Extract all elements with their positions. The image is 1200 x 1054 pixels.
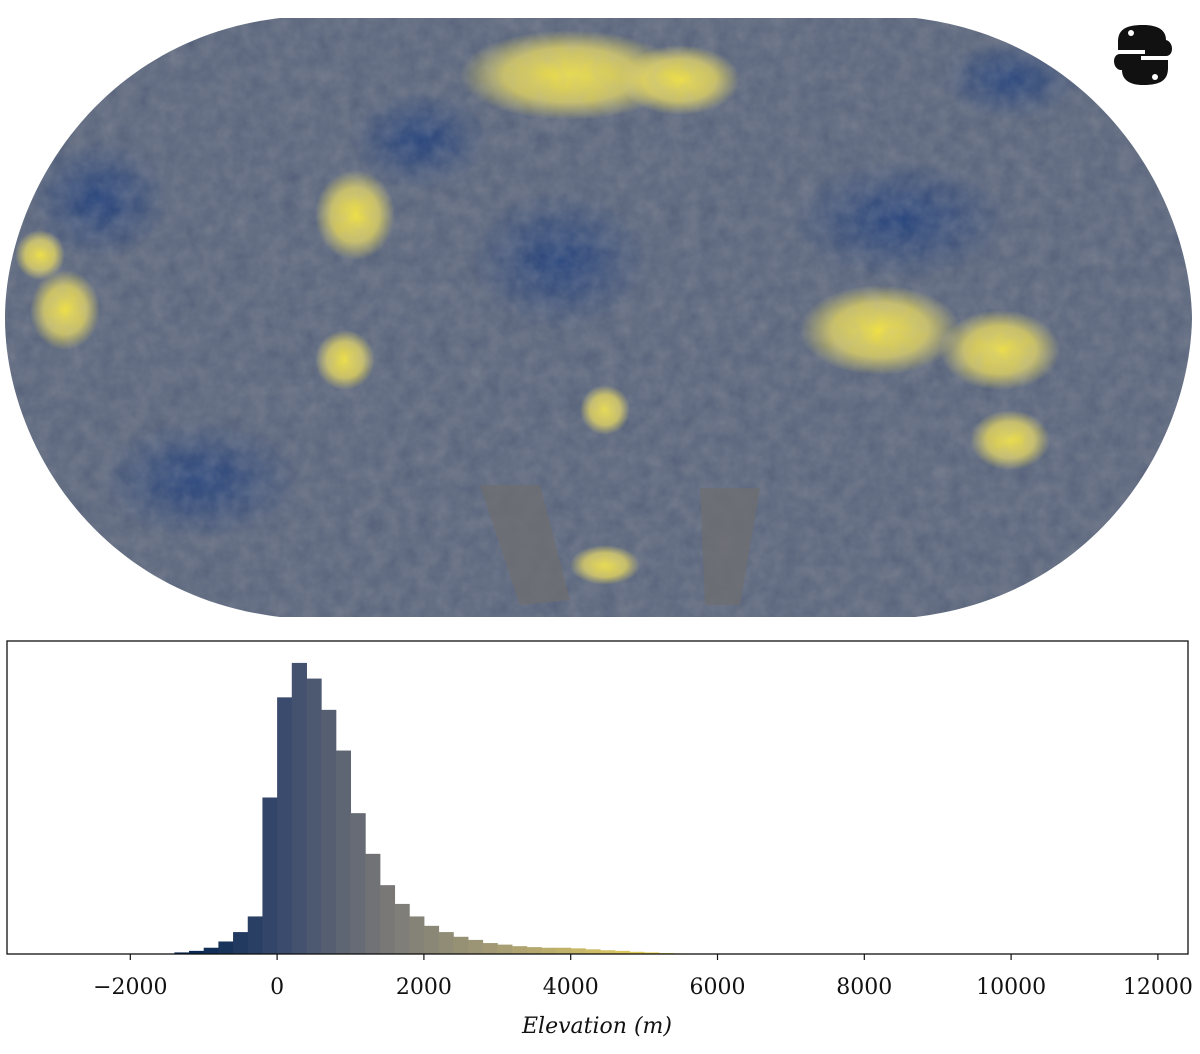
bar (527, 947, 542, 954)
x-tick-label: 4000 (543, 975, 599, 1000)
bar (277, 697, 292, 954)
x-tick-label: 0 (270, 975, 284, 1000)
x-tick-label: 10000 (976, 975, 1046, 1000)
bar (336, 751, 351, 954)
bar (292, 663, 307, 954)
bar (262, 798, 277, 955)
bar (365, 854, 380, 954)
plot-frame (7, 641, 1188, 954)
bar (351, 813, 366, 954)
bar (512, 946, 527, 954)
bar (556, 948, 571, 954)
x-tick-label: 8000 (836, 975, 892, 1000)
bar (541, 948, 556, 954)
bar (204, 948, 219, 954)
x-axis-label: Elevation (m) (521, 1014, 672, 1039)
bar (439, 932, 454, 954)
bar (409, 916, 424, 954)
x-tick-label: 12000 (1123, 975, 1193, 1000)
python-logo (1114, 25, 1172, 85)
bar (453, 937, 468, 954)
x-tick-label: −2000 (93, 975, 167, 1000)
x-tick-label: 2000 (396, 975, 452, 1000)
map (0, 0, 1200, 640)
x-tick-label: 6000 (690, 975, 746, 1000)
bar (483, 943, 498, 954)
bar (306, 679, 321, 954)
bar (248, 916, 263, 954)
bar (380, 885, 395, 954)
bar (233, 932, 248, 954)
histogram (174, 663, 718, 954)
bar (468, 940, 483, 954)
bar (424, 926, 439, 954)
bar (218, 941, 233, 954)
bar (571, 948, 586, 954)
bar (395, 904, 410, 954)
bar (321, 710, 336, 954)
bar (497, 945, 512, 954)
bar (585, 949, 600, 954)
